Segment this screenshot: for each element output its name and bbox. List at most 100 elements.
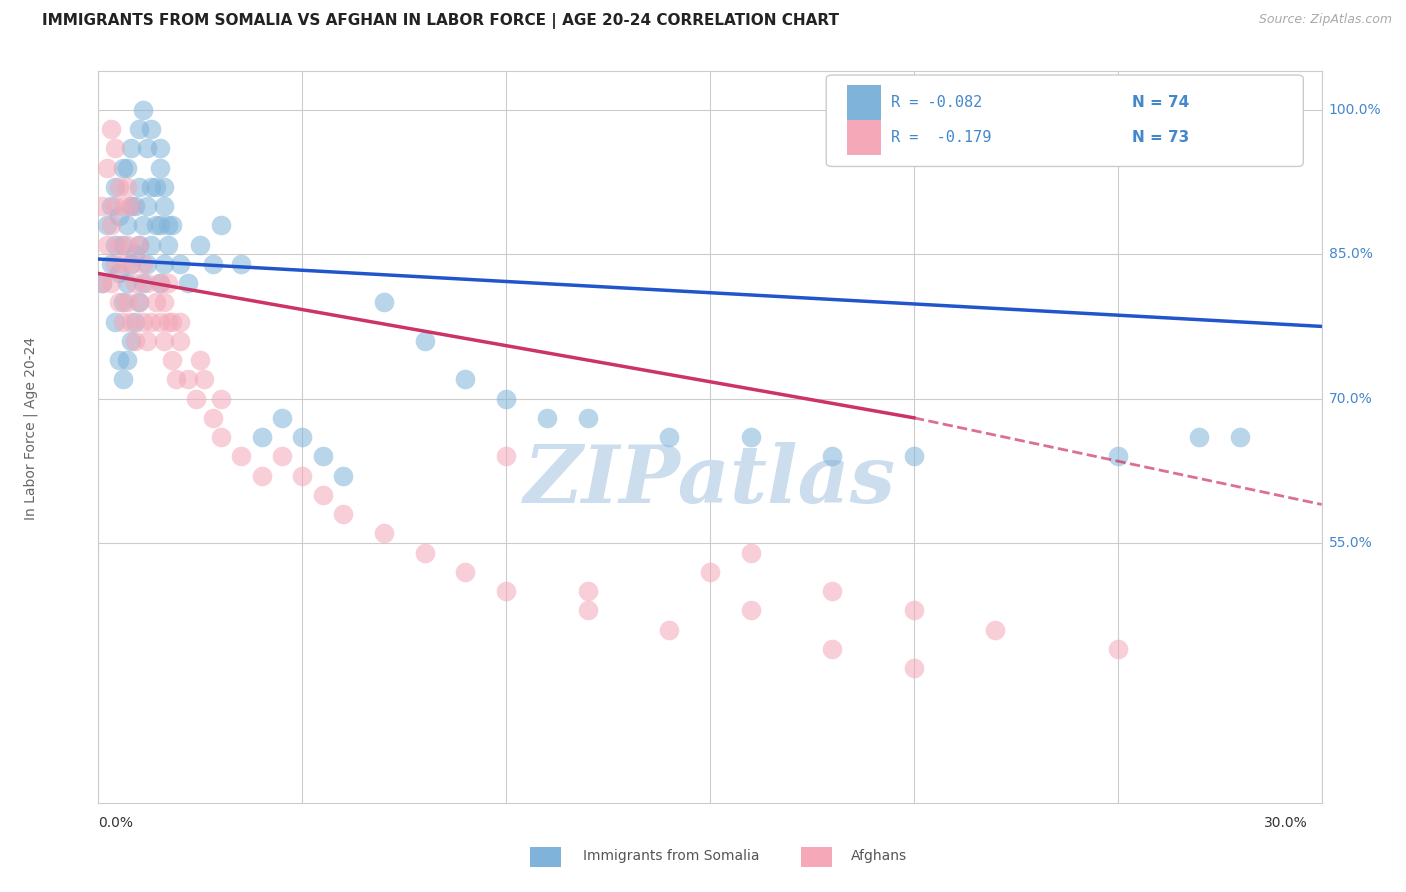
- Point: [270, 450, 294, 464]
- Point: [132, 315, 155, 329]
- Point: [270, 410, 294, 425]
- Point: [120, 199, 142, 213]
- Point: [332, 468, 354, 483]
- Point: [91, 276, 114, 290]
- Point: [231, 257, 253, 271]
- Point: [141, 179, 163, 194]
- Point: [903, 603, 925, 617]
- Point: [128, 122, 150, 136]
- Text: 55.0%: 55.0%: [1329, 536, 1372, 550]
- Point: [903, 661, 925, 675]
- Point: [231, 450, 253, 464]
- Point: [373, 526, 395, 541]
- Text: IMMIGRANTS FROM SOMALIA VS AFGHAN IN LABOR FORCE | AGE 20-24 CORRELATION CHART: IMMIGRANTS FROM SOMALIA VS AFGHAN IN LAB…: [42, 13, 839, 29]
- Point: [136, 199, 159, 213]
- Point: [96, 237, 118, 252]
- Point: [124, 334, 146, 348]
- Point: [100, 219, 122, 233]
- Point: [201, 257, 224, 271]
- Point: [209, 430, 232, 444]
- Point: [658, 430, 681, 444]
- Point: [291, 468, 314, 483]
- Point: [141, 315, 163, 329]
- Point: [312, 450, 335, 464]
- Point: [152, 199, 174, 213]
- Bar: [846, 120, 882, 155]
- Point: [111, 237, 134, 252]
- Point: [312, 488, 335, 502]
- Text: ZIPatlas: ZIPatlas: [524, 442, 896, 520]
- Point: [156, 237, 179, 252]
- Point: [120, 315, 142, 329]
- Text: R =  -0.179: R = -0.179: [891, 130, 991, 145]
- Point: [903, 450, 925, 464]
- Point: [91, 199, 114, 213]
- Point: [104, 237, 127, 252]
- Point: [156, 219, 179, 233]
- Bar: [846, 86, 882, 120]
- Point: [128, 237, 150, 252]
- Point: [111, 161, 134, 175]
- Point: [115, 237, 138, 252]
- Point: [108, 179, 131, 194]
- Point: [141, 122, 163, 136]
- Text: Source: ZipAtlas.com: Source: ZipAtlas.com: [1258, 13, 1392, 27]
- Point: [152, 257, 174, 271]
- Text: In Labor Force | Age 20-24: In Labor Force | Age 20-24: [24, 336, 38, 520]
- Point: [111, 295, 134, 310]
- Point: [100, 199, 122, 213]
- Point: [160, 353, 183, 368]
- Point: [169, 334, 191, 348]
- Point: [124, 199, 146, 213]
- Point: [96, 219, 118, 233]
- Point: [91, 276, 114, 290]
- Point: [201, 410, 224, 425]
- Point: [104, 315, 127, 329]
- Point: [111, 257, 134, 271]
- Point: [145, 219, 167, 233]
- Point: [115, 295, 138, 310]
- Point: [209, 219, 232, 233]
- Point: [413, 334, 436, 348]
- Point: [115, 161, 138, 175]
- Text: 85.0%: 85.0%: [1329, 247, 1372, 261]
- Point: [108, 295, 131, 310]
- Point: [145, 179, 167, 194]
- Point: [250, 468, 273, 483]
- Point: [152, 295, 174, 310]
- Point: [1107, 450, 1129, 464]
- Point: [124, 247, 146, 261]
- Point: [108, 209, 131, 223]
- Point: [141, 237, 163, 252]
- Point: [152, 179, 174, 194]
- Point: [100, 276, 122, 290]
- Point: [136, 276, 159, 290]
- Point: [165, 372, 187, 386]
- Point: [740, 545, 762, 559]
- Point: [100, 257, 122, 271]
- Text: R = -0.082: R = -0.082: [891, 95, 983, 111]
- Point: [169, 257, 191, 271]
- Point: [152, 334, 174, 348]
- Point: [495, 392, 517, 406]
- Point: [104, 257, 127, 271]
- Point: [658, 623, 681, 637]
- Point: [186, 392, 208, 406]
- Point: [132, 103, 155, 117]
- Point: [149, 161, 172, 175]
- Point: [821, 641, 844, 656]
- Text: Afghans: Afghans: [851, 849, 907, 863]
- Point: [495, 450, 517, 464]
- Point: [576, 584, 599, 599]
- Point: [136, 141, 159, 155]
- Point: [1107, 641, 1129, 656]
- Point: [104, 199, 127, 213]
- Point: [188, 237, 212, 252]
- Point: [149, 315, 172, 329]
- Point: [115, 219, 138, 233]
- Point: [149, 276, 172, 290]
- Point: [104, 141, 127, 155]
- Point: [576, 410, 599, 425]
- Point: [821, 584, 844, 599]
- Point: [136, 334, 159, 348]
